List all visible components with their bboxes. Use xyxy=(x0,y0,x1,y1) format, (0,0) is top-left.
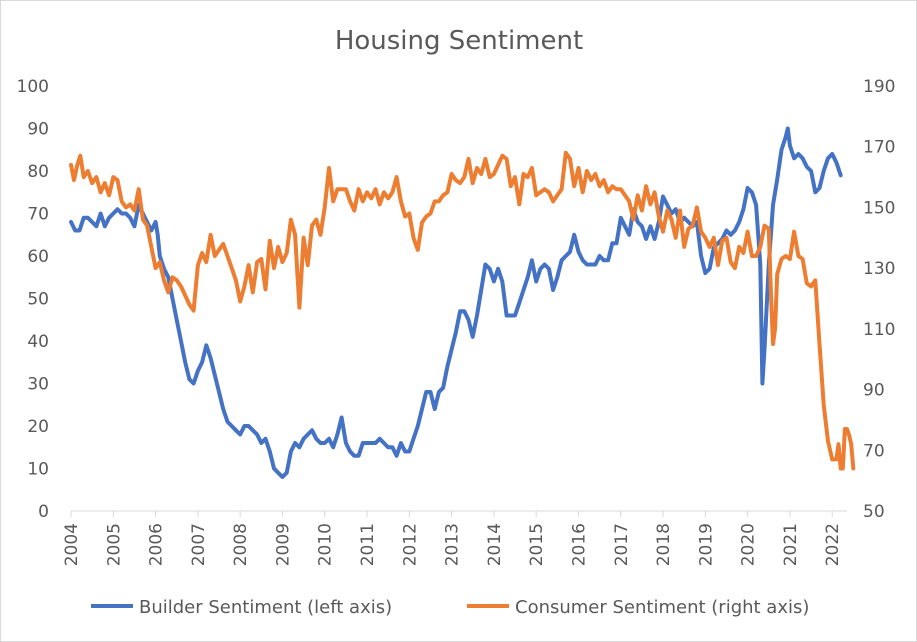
consumer-sentiment-line xyxy=(69,150,856,471)
right-tick-label: 70 xyxy=(863,441,885,461)
x-tick-label: 2015 xyxy=(527,523,547,566)
left-tick-label: 50 xyxy=(27,290,49,310)
left-tick-label: 30 xyxy=(27,375,49,395)
left-tick-label: 0 xyxy=(38,502,49,522)
builder-sentiment-line xyxy=(69,126,843,479)
x-tick-label: 2012 xyxy=(400,523,420,566)
x-tick-label: 2011 xyxy=(358,523,378,566)
right-tick-label: 110 xyxy=(863,320,895,340)
x-tick-label: 2013 xyxy=(443,523,463,566)
left-tick-label: 70 xyxy=(27,205,49,225)
left-tick-label: 10 xyxy=(27,460,49,480)
x-tick-label: 2016 xyxy=(569,523,589,566)
x-tick-label: 2009 xyxy=(273,523,293,566)
right-tick-label: 150 xyxy=(863,198,895,218)
x-tick-label: 2019 xyxy=(696,523,716,566)
legend-label-builder: Builder Sentiment (left axis) xyxy=(139,597,392,618)
x-tick-label: 2007 xyxy=(189,523,209,566)
x-tick-label: 2022 xyxy=(823,523,843,566)
left-axis-ticks: 0 10 20 30 40 50 60 70 80 90 100 xyxy=(17,77,49,522)
right-tick-label: 170 xyxy=(863,138,895,158)
right-tick-label: 90 xyxy=(863,381,885,401)
left-tick-label: 60 xyxy=(27,247,49,267)
left-tick-label: 80 xyxy=(27,162,49,182)
x-tick-label: 2010 xyxy=(316,523,336,566)
left-tick-label: 20 xyxy=(27,417,49,437)
legend: Builder Sentiment (left axis) Consumer S… xyxy=(91,597,809,618)
x-axis-ticks: 2004 2005 2006 2007 2008 2009 2010 2011 2012 2013… xyxy=(62,511,843,566)
x-tick-label: 2020 xyxy=(739,523,759,566)
x-tick-label: 2004 xyxy=(62,523,82,566)
x-tick-label: 2014 xyxy=(485,523,505,566)
x-tick-label: 2017 xyxy=(612,523,632,566)
series-group xyxy=(69,126,856,479)
right-tick-label: 130 xyxy=(863,259,895,279)
left-tick-label: 90 xyxy=(27,120,49,140)
right-tick-label: 190 xyxy=(863,77,895,97)
chart-title: Housing Sentiment xyxy=(335,26,583,56)
legend-label-consumer: Consumer Sentiment (right axis) xyxy=(515,597,809,618)
x-tick-label: 2005 xyxy=(104,523,124,566)
x-tick-label: 2008 xyxy=(231,523,251,566)
x-tick-label: 2021 xyxy=(781,523,801,566)
left-tick-label: 100 xyxy=(17,77,49,97)
right-axis-ticks: 50 70 90 110 130 150 170 190 xyxy=(863,77,895,522)
x-tick-label: 2018 xyxy=(654,523,674,566)
x-tick-label: 2006 xyxy=(147,523,167,566)
left-tick-label: 40 xyxy=(27,332,49,352)
right-tick-label: 50 xyxy=(863,502,885,522)
